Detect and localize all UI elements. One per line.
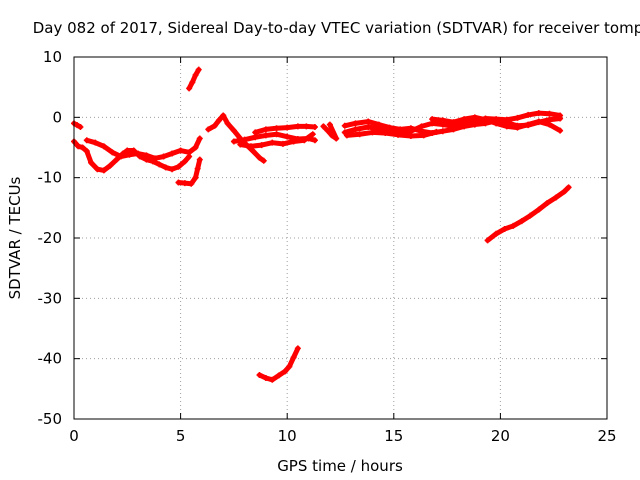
data-point <box>309 131 316 138</box>
y-tick-label: -20 <box>38 229 63 247</box>
y-axis-label: SDTVAR / TECUs <box>6 176 24 299</box>
x-tick-label: 5 <box>176 427 186 445</box>
data-point <box>557 115 564 122</box>
data-point <box>260 157 267 164</box>
data-point <box>326 121 333 128</box>
y-tick-label: 10 <box>43 48 62 66</box>
data-point <box>196 135 203 142</box>
series-seg9 <box>252 123 318 136</box>
series-seg3 <box>83 135 203 162</box>
data-trace <box>301 131 316 143</box>
series-seg1 <box>71 120 84 130</box>
x-tick-label: 25 <box>597 427 616 445</box>
chart-title: Day 082 of 2017, Sidereal Day-to-day VTE… <box>33 19 640 37</box>
data-point <box>557 127 564 134</box>
series-seg10 <box>320 121 340 142</box>
data-point <box>565 184 572 191</box>
data-point <box>77 123 84 130</box>
data-point <box>311 123 318 130</box>
x-axis-label: GPS time / hours <box>277 457 403 475</box>
y-tick-label: -50 <box>38 410 63 428</box>
data-trace <box>327 122 339 141</box>
series-seg7 <box>230 131 318 145</box>
series-seg8 <box>237 131 316 150</box>
y-tick-label: -30 <box>38 289 63 307</box>
y-axis-ticks: 10 0 -10 -20 -30 -40 -50 <box>38 48 607 428</box>
series-seg14 <box>343 128 440 140</box>
series-seg4 <box>175 156 203 187</box>
data-point <box>433 128 440 135</box>
x-tick-label: 0 <box>69 427 79 445</box>
series-seg13 <box>429 114 564 134</box>
data-points <box>71 66 572 383</box>
data-trace <box>546 122 563 134</box>
data-point <box>195 66 202 73</box>
x-tick-label: 10 <box>278 427 297 445</box>
data-point <box>294 345 301 352</box>
series-seg5 <box>186 66 202 92</box>
x-axis-ticks: 0 5 10 15 20 25 <box>69 57 617 445</box>
x-tick-label: 20 <box>491 427 510 445</box>
x-tick-label: 15 <box>384 427 403 445</box>
data-point <box>311 137 318 144</box>
series-seg15 <box>484 184 572 244</box>
y-tick-label: -10 <box>38 169 63 187</box>
y-tick-label: -40 <box>38 350 63 368</box>
y-tick-label: 0 <box>52 108 62 126</box>
series-seg16 <box>256 345 301 383</box>
data-point <box>196 156 203 163</box>
